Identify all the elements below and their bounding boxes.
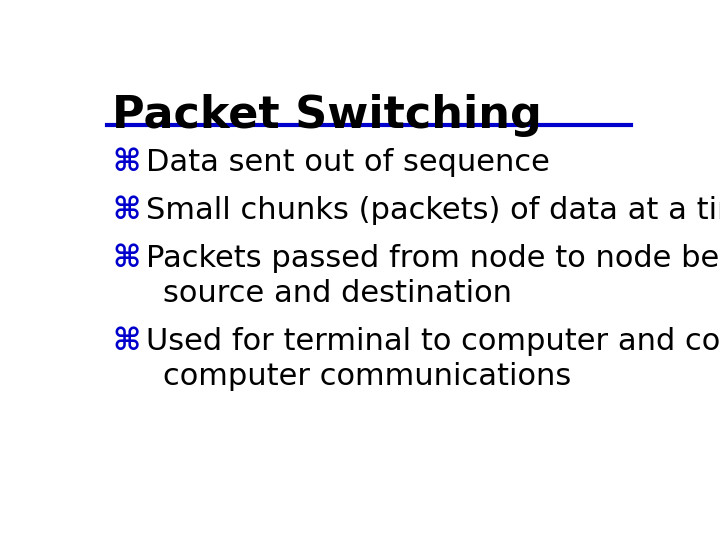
Text: ⌘: ⌘ xyxy=(112,148,140,177)
Text: ⌘: ⌘ xyxy=(112,244,140,273)
Text: Packets passed from node to node between: Packets passed from node to node between xyxy=(145,244,720,273)
Text: ⌘: ⌘ xyxy=(112,327,140,356)
Text: Packet Switching: Packet Switching xyxy=(112,94,542,137)
Text: Used for terminal to computer and computer to: Used for terminal to computer and comput… xyxy=(145,327,720,356)
Text: ⌘: ⌘ xyxy=(112,196,140,225)
Text: computer communications: computer communications xyxy=(163,362,571,391)
Text: Data sent out of sequence: Data sent out of sequence xyxy=(145,148,549,177)
Text: Small chunks (packets) of data at a time: Small chunks (packets) of data at a time xyxy=(145,196,720,225)
Text: source and destination: source and destination xyxy=(163,279,511,308)
